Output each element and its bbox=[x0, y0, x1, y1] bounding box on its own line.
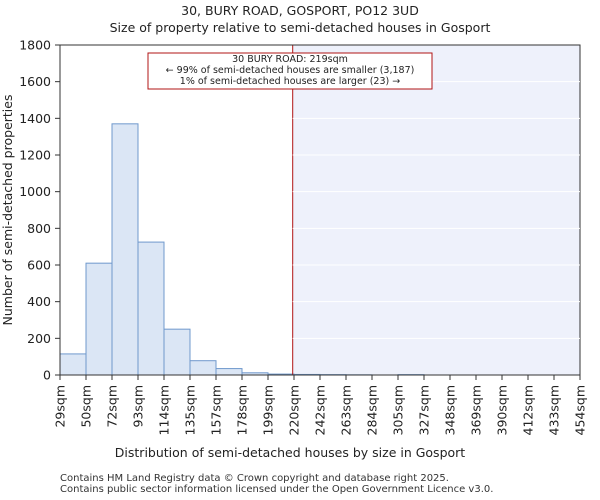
x-tick-label: 242sqm bbox=[313, 385, 328, 435]
y-tick-label: 1800 bbox=[19, 38, 51, 53]
x-tick-label: 178sqm bbox=[235, 385, 250, 435]
x-tick-label: 433sqm bbox=[547, 385, 562, 435]
footer-line-1: Contains HM Land Registry data © Crown c… bbox=[60, 473, 449, 484]
bar bbox=[137, 241, 165, 376]
x-tick-label: 199sqm bbox=[261, 385, 276, 435]
x-tick-label: 284sqm bbox=[365, 385, 380, 435]
annotation-box: 30 BURY ROAD: 219sqm ← 99% of semi-detac… bbox=[147, 52, 433, 90]
x-axis: 29sqm 50sqm 72sqm 93sqm 114sqm 135sqm 157sqm 17… bbox=[53, 375, 588, 435]
bar bbox=[85, 262, 113, 376]
y-axis-label: Number of semi-detached properties bbox=[0, 95, 15, 326]
y-tick-label: 1200 bbox=[19, 148, 51, 163]
y-axis: 0 200 400 600 800 1000 1200 1400 1600 1800 bbox=[19, 38, 580, 383]
bar bbox=[111, 123, 139, 376]
y-tick-label: 0 bbox=[43, 368, 51, 383]
bar bbox=[215, 368, 243, 376]
x-tick-label: 93sqm bbox=[131, 385, 146, 428]
y-tick-label: 600 bbox=[27, 258, 51, 273]
x-tick-label: 369sqm bbox=[469, 385, 484, 435]
bars-group bbox=[59, 123, 425, 376]
bar bbox=[163, 328, 191, 376]
annotation-border bbox=[147, 52, 433, 90]
x-tick-label: 390sqm bbox=[495, 385, 510, 435]
x-tick-label: 348sqm bbox=[443, 385, 458, 435]
y-tick-label: 200 bbox=[27, 331, 51, 346]
x-tick-label: 305sqm bbox=[391, 385, 406, 435]
larger-region-highlight bbox=[292, 45, 580, 375]
x-tick-label: 327sqm bbox=[417, 385, 432, 435]
y-tick-label: 1600 bbox=[19, 74, 51, 89]
annotation-line-2: ← 99% of semi-detached houses are smalle… bbox=[166, 65, 415, 76]
x-tick-label: 29sqm bbox=[53, 385, 68, 428]
annotation-line-1: 30 BURY ROAD: 219sqm bbox=[232, 54, 348, 65]
x-tick-label: 263sqm bbox=[339, 385, 354, 435]
x-tick-label: 412sqm bbox=[521, 385, 536, 435]
footer-line-2: Contains public sector information licen… bbox=[60, 484, 494, 495]
y-tick-label: 800 bbox=[27, 221, 51, 236]
x-tick-label: 135sqm bbox=[183, 385, 198, 435]
annotation-line-3: 1% of semi-detached houses are larger (2… bbox=[180, 76, 400, 87]
chart-subtitle: Size of property relative to semi-detach… bbox=[109, 20, 491, 35]
x-tick-label: 114sqm bbox=[157, 385, 172, 435]
y-tick-label: 1000 bbox=[19, 184, 51, 199]
x-tick-label: 50sqm bbox=[79, 385, 94, 428]
bar bbox=[189, 360, 217, 376]
x-tick-label: 72sqm bbox=[105, 385, 120, 428]
x-axis-label: Distribution of semi-detached houses by … bbox=[115, 445, 465, 460]
x-tick-label: 454sqm bbox=[573, 385, 588, 435]
bar bbox=[59, 353, 87, 376]
y-tick-label: 400 bbox=[27, 294, 51, 309]
x-tick-label: 157sqm bbox=[209, 385, 224, 435]
x-tick-label: 220sqm bbox=[287, 385, 302, 435]
chart-title: 30, BURY ROAD, GOSPORT, PO12 3UD bbox=[181, 3, 419, 18]
y-tick-label: 1400 bbox=[19, 111, 51, 126]
